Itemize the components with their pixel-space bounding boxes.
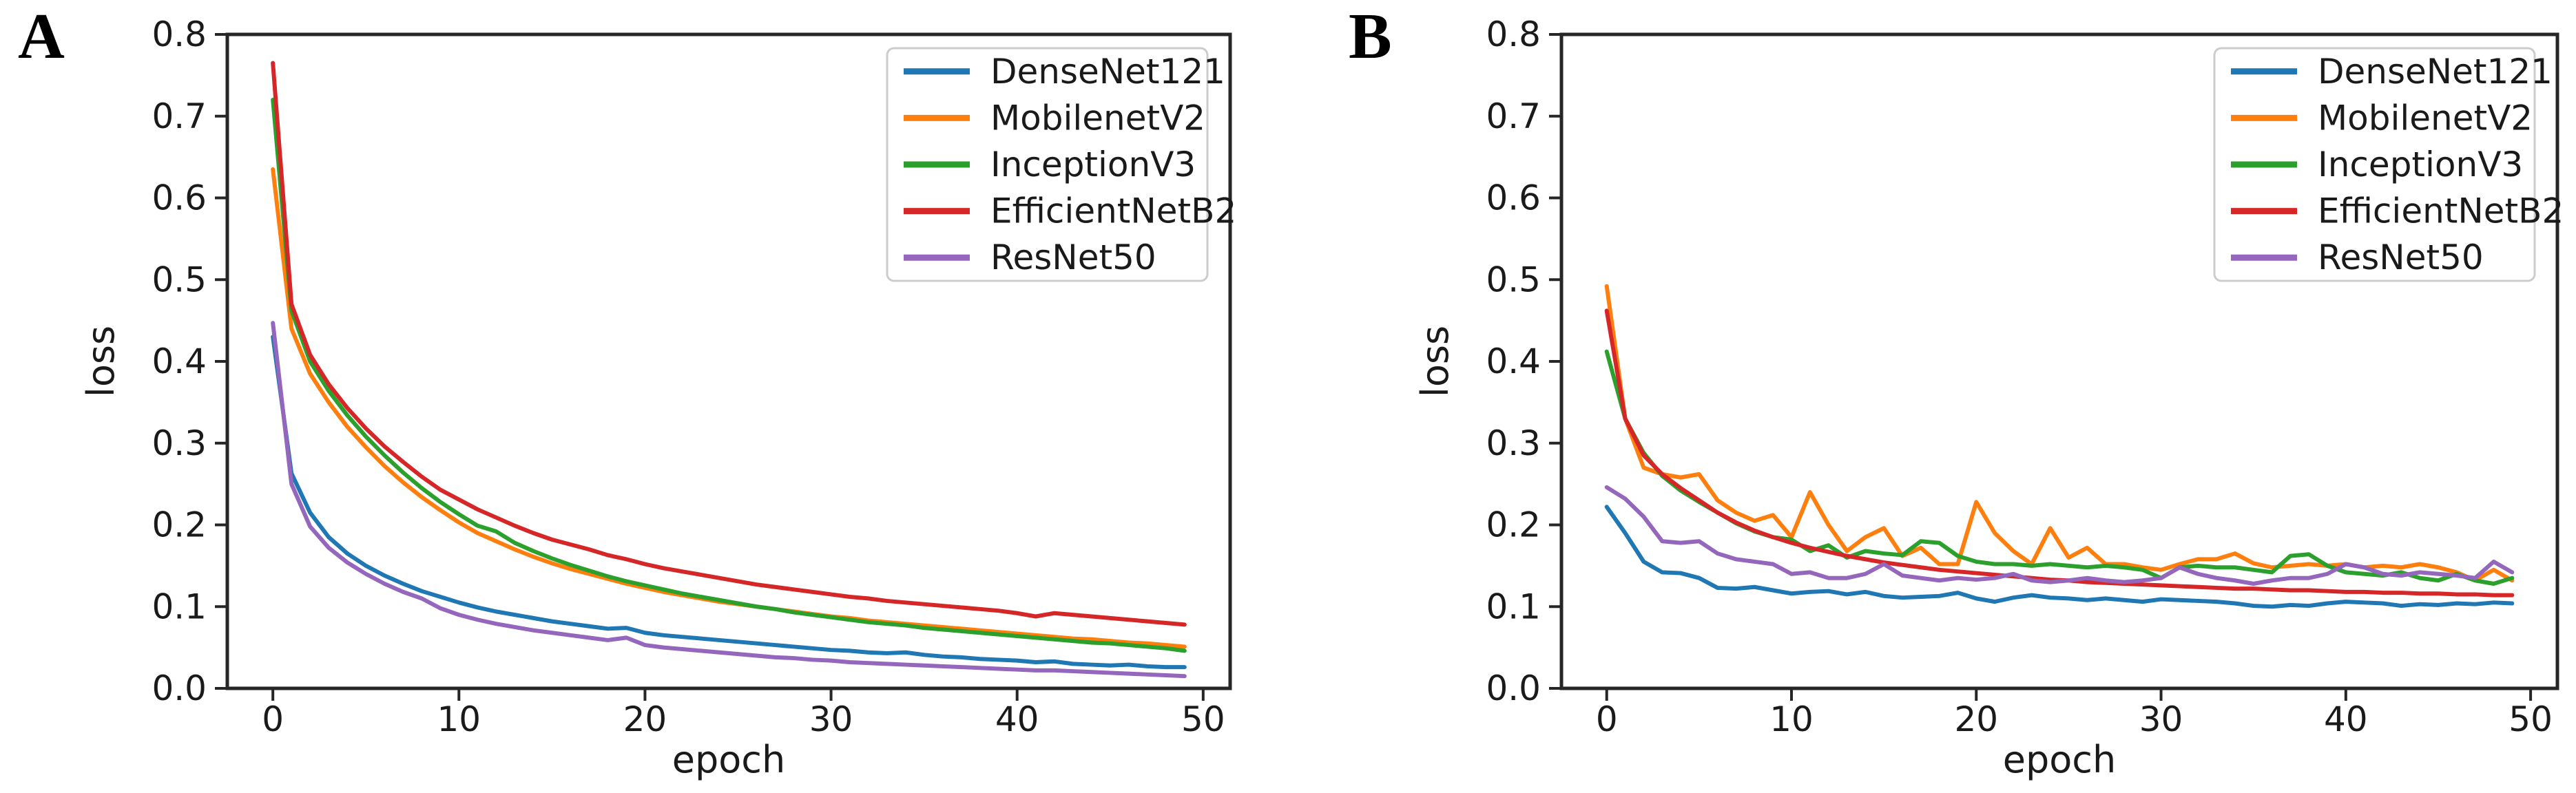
legend-label-inceptionv3: InceptionV3 (2318, 145, 2523, 184)
x-tick-label: 0 (262, 699, 284, 739)
legend-label-efficientnetb2: EfficientNetB2 (990, 191, 1236, 231)
y-tick-label: 0.4 (152, 341, 207, 381)
y-tick-label: 0.2 (152, 505, 207, 545)
y-tick-label: 0.6 (1486, 178, 1541, 218)
x-tick-label: 50 (2509, 699, 2553, 739)
y-tick-label: 0.8 (152, 14, 207, 54)
series-line-densenet121 (1604, 505, 2515, 609)
x-tick-label: 30 (2139, 699, 2183, 739)
series-line-mobilenetv2 (1604, 284, 2515, 583)
y-tick-label: 0.5 (152, 260, 207, 299)
chart-b-validation-loss: 0 10 20 30 40 50 0.0 0.1 0.2 0.3 0.4 0.5 0.6 0.7 0.8 ep… (1413, 14, 2564, 781)
panel-a-label: A (18, 1, 65, 72)
y-tick-label: 0.1 (1486, 586, 1541, 626)
x-tick-label: 50 (1181, 699, 1225, 739)
legend-box (2213, 47, 2536, 282)
series-line-inceptionv3 (1604, 349, 2515, 586)
y-axis-label: loss (1413, 326, 1457, 397)
y-tick-label: 0.1 (152, 586, 207, 626)
legend-label-densenet121: DenseNet121 (2318, 52, 2553, 92)
chart-a-training-loss: 0 10 20 30 40 50 0.0 0.1 0.2 0.3 0.4 0.5 0.6 0.7 0.8 ep… (79, 14, 1236, 781)
legend-label-mobilenetv2: MobilenetV2 (2318, 98, 2533, 138)
panel-b-label: B (1349, 1, 1392, 72)
series-line-efficientnetb2 (1604, 308, 2515, 598)
x-tick-label: 10 (437, 699, 481, 739)
series-line-resnet50 (271, 321, 1187, 679)
y-tick-label: 0.6 (152, 178, 207, 218)
legend-label-mobilenetv2: MobilenetV2 (990, 98, 1205, 138)
legend-label-resnet50: ResNet50 (990, 237, 1156, 277)
y-tick-label: 0.2 (1486, 505, 1541, 545)
y-tick-label: 0.3 (1486, 423, 1541, 463)
legend-label-inceptionv3: InceptionV3 (990, 145, 1196, 184)
x-tick-label: 40 (2324, 699, 2368, 739)
y-axis-label: loss (79, 326, 123, 397)
panel-b: B 0 10 20 30 40 50 0.0 0.1 0.2 0.3 0.4 0.5 0.6 0.7 0.8… (1288, 0, 2576, 793)
y-tick-label: 0.7 (1486, 96, 1541, 136)
y-tick-label: 0.7 (152, 96, 207, 136)
x-tick-label: 20 (1954, 699, 1998, 739)
y-tick-label: 0.0 (152, 668, 207, 708)
x-tick-label: 0 (1596, 699, 1618, 739)
x-tick-label: 20 (623, 699, 667, 739)
legend-label-resnet50: ResNet50 (2318, 237, 2484, 277)
y-tick-label: 0.4 (1486, 341, 1541, 381)
x-tick-label: 30 (809, 699, 853, 739)
x-axis-label: epoch (2003, 738, 2116, 781)
legend-label-densenet121: DenseNet121 (990, 52, 1225, 92)
y-tick-label: 0.8 (1486, 14, 1541, 54)
series-line-inceptionv3 (271, 98, 1187, 653)
legend-label-efficientnetb2: EfficientNetB2 (2318, 191, 2564, 231)
y-tick-label: 0.0 (1486, 668, 1541, 708)
x-axis-label: epoch (672, 738, 785, 781)
y-tick-label: 0.5 (1486, 260, 1541, 299)
series-line-resnet50 (1604, 485, 2515, 586)
series-line-densenet121 (271, 335, 1187, 670)
x-tick-label: 40 (995, 699, 1039, 739)
y-tick-label: 0.3 (152, 423, 207, 463)
panel-a: A 0 10 20 30 40 50 0.0 0.1 0.2 0.3 0.4 0.5 0.6 0.7 0.8… (18, 1, 1236, 781)
legend-box (886, 47, 1209, 282)
series-line-efficientnetb2 (271, 61, 1187, 627)
x-tick-label: 10 (1769, 699, 1814, 739)
